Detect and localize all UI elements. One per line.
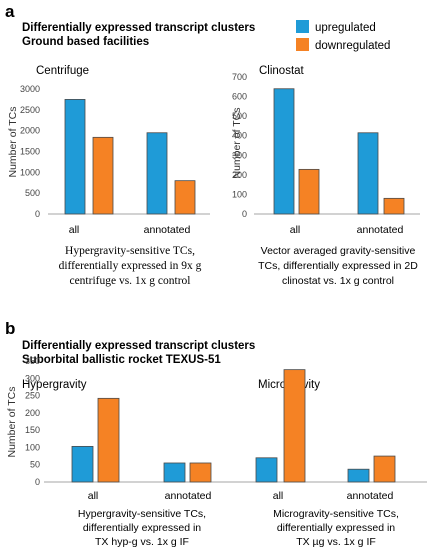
- legend-swatch-upregulated: [296, 20, 309, 33]
- caption-line: TCs, differentially expressed in 2D: [258, 260, 418, 272]
- y-tick-label: 500: [25, 188, 40, 198]
- bar-upregulated-all: [71, 445, 94, 483]
- y-tick-label: 350: [25, 356, 40, 366]
- caption-line: Microgravity-sensitive TCs,: [273, 508, 399, 520]
- y-tick-label: 100: [232, 189, 247, 199]
- bar-upregulated-annotated: [146, 132, 168, 215]
- y-ticks-clinostat: 0 100 200 300 400 500 600 700: [232, 72, 247, 219]
- bar-downregulated-all: [298, 168, 320, 215]
- y-tick-label: 1500: [20, 147, 40, 157]
- caption-line: Hypergravity-sensitive TCs,: [78, 508, 206, 520]
- category-label-all: all: [273, 490, 284, 502]
- panel-a-letter: a: [5, 2, 15, 21]
- y-ticks-centrifuge: 0 500 1000 1500 2000 2500 3000: [20, 84, 40, 219]
- y-tick-label: 3000: [20, 84, 40, 94]
- caption-line: TX µg vs. 1x g IF: [296, 536, 376, 548]
- caption-microgravity: Microgravity-sensitive TCs, differential…: [273, 508, 399, 548]
- y-tick-label: 100: [25, 442, 40, 452]
- panel-b-heading-line-2: Suborbital ballistic rocket TEXUS-51: [22, 354, 221, 366]
- y-tick-label: 500: [232, 111, 247, 121]
- bars-clinostat: [273, 88, 405, 215]
- y-tick-label: 700: [232, 72, 247, 82]
- bars-centrifuge: [64, 99, 196, 215]
- chart-microgravity: Microgravity all annotated: [255, 369, 396, 502]
- y-tick-label: 200: [232, 170, 247, 180]
- y-axis-label-clinostat: Number of TCs: [231, 108, 243, 179]
- y-tick-label: 50: [30, 460, 40, 470]
- category-label-annotated: annotated: [144, 224, 191, 236]
- chart-title-hypergravity: Hypergravity: [22, 379, 87, 391]
- y-ticks-hypergravity: 0 50 100 150 200 250 300 350: [25, 356, 40, 487]
- bar-downregulated-annotated: [174, 180, 196, 215]
- panel-a-heading-line-1: Differentially expressed transcript clus…: [22, 22, 255, 34]
- bar-downregulated-annotated: [373, 455, 396, 483]
- caption-hypergravity: Hypergravity-sensitive TCs, differential…: [78, 508, 206, 548]
- y-tick-label: 0: [242, 209, 247, 219]
- bar-upregulated-all: [64, 99, 86, 215]
- caption-line: Hypergravity-sensitive TCs,: [65, 245, 195, 257]
- chart-clinostat: Clinostat Number of TCs 0 100 200 300 400 500…: [231, 65, 420, 236]
- y-tick-label: 200: [25, 408, 40, 418]
- caption-line: differentially expressed in: [277, 522, 395, 534]
- y-tick-label: 150: [25, 425, 40, 435]
- caption-centrifuge: Hypergravity-sensitive TCs, differential…: [59, 245, 202, 287]
- category-label-annotated: annotated: [347, 490, 394, 502]
- bar-downregulated-annotated: [189, 462, 212, 483]
- y-axis-label-centrifuge: Number of TCs: [7, 107, 19, 178]
- legend-swatch-downregulated: [296, 38, 309, 51]
- bar-upregulated-annotated: [357, 132, 379, 215]
- y-tick-label: 2000: [20, 126, 40, 136]
- bar-upregulated-annotated: [163, 462, 186, 483]
- caption-line: clinostat vs. 1x g control: [282, 275, 394, 287]
- chart-title-centrifuge: Centrifuge: [36, 65, 89, 77]
- y-tick-label: 0: [35, 209, 40, 219]
- bar-downregulated-annotated: [383, 197, 405, 215]
- bars-hypergravity: [71, 397, 212, 483]
- y-tick-label: 0: [35, 477, 40, 487]
- panel-a-heading-line-2: Ground based facilities: [22, 36, 149, 48]
- y-tick-label: 300: [25, 373, 40, 383]
- bar-downregulated-all: [92, 136, 114, 215]
- category-label-annotated: annotated: [357, 224, 404, 236]
- y-tick-label: 400: [232, 131, 247, 141]
- category-label-all: all: [290, 224, 301, 236]
- chart-hypergravity: Hypergravity Number of TCs 0 50 100 150 200 2…: [6, 356, 427, 502]
- legend-label-downregulated: downregulated: [315, 40, 390, 52]
- category-label-all: all: [69, 224, 80, 236]
- bar-upregulated-all: [255, 457, 278, 483]
- y-axis-label-hypergravity: Number of TCs: [6, 387, 18, 458]
- legend-label-upregulated: upregulated: [315, 22, 376, 34]
- y-tick-label: 300: [232, 150, 247, 160]
- y-tick-label: 1000: [20, 167, 40, 177]
- category-label-annotated: annotated: [165, 490, 212, 502]
- y-tick-label: 250: [25, 391, 40, 401]
- caption-line: TX hyp-g vs. 1x g IF: [95, 536, 189, 548]
- bar-upregulated-annotated: [347, 468, 370, 483]
- bar-downregulated-all: [97, 397, 120, 483]
- caption-line: Vector averaged gravity-sensitive: [261, 245, 416, 257]
- panel-b-heading-line-1: Differentially expressed transcript clus…: [22, 340, 255, 352]
- caption-line: differentially expressed in: [83, 522, 201, 534]
- bar-downregulated-all: [283, 369, 306, 483]
- panel-b-letter: b: [5, 319, 15, 338]
- legend: upregulated downregulated: [296, 20, 390, 52]
- bar-upregulated-all: [273, 88, 295, 215]
- bars-microgravity: [255, 369, 396, 483]
- caption-line: differentially expressed in 9x g: [59, 260, 202, 272]
- y-tick-label: 2500: [20, 105, 40, 115]
- chart-title-clinostat: Clinostat: [259, 65, 305, 77]
- chart-centrifuge: Centrifuge Number of TCs 0 500 1000 1500 200…: [7, 65, 210, 236]
- category-label-all: all: [88, 490, 99, 502]
- caption-clinostat: Vector averaged gravity-sensitive TCs, d…: [258, 245, 418, 287]
- y-tick-label: 600: [232, 92, 247, 102]
- caption-line: centrifuge vs. 1x g control: [69, 275, 190, 287]
